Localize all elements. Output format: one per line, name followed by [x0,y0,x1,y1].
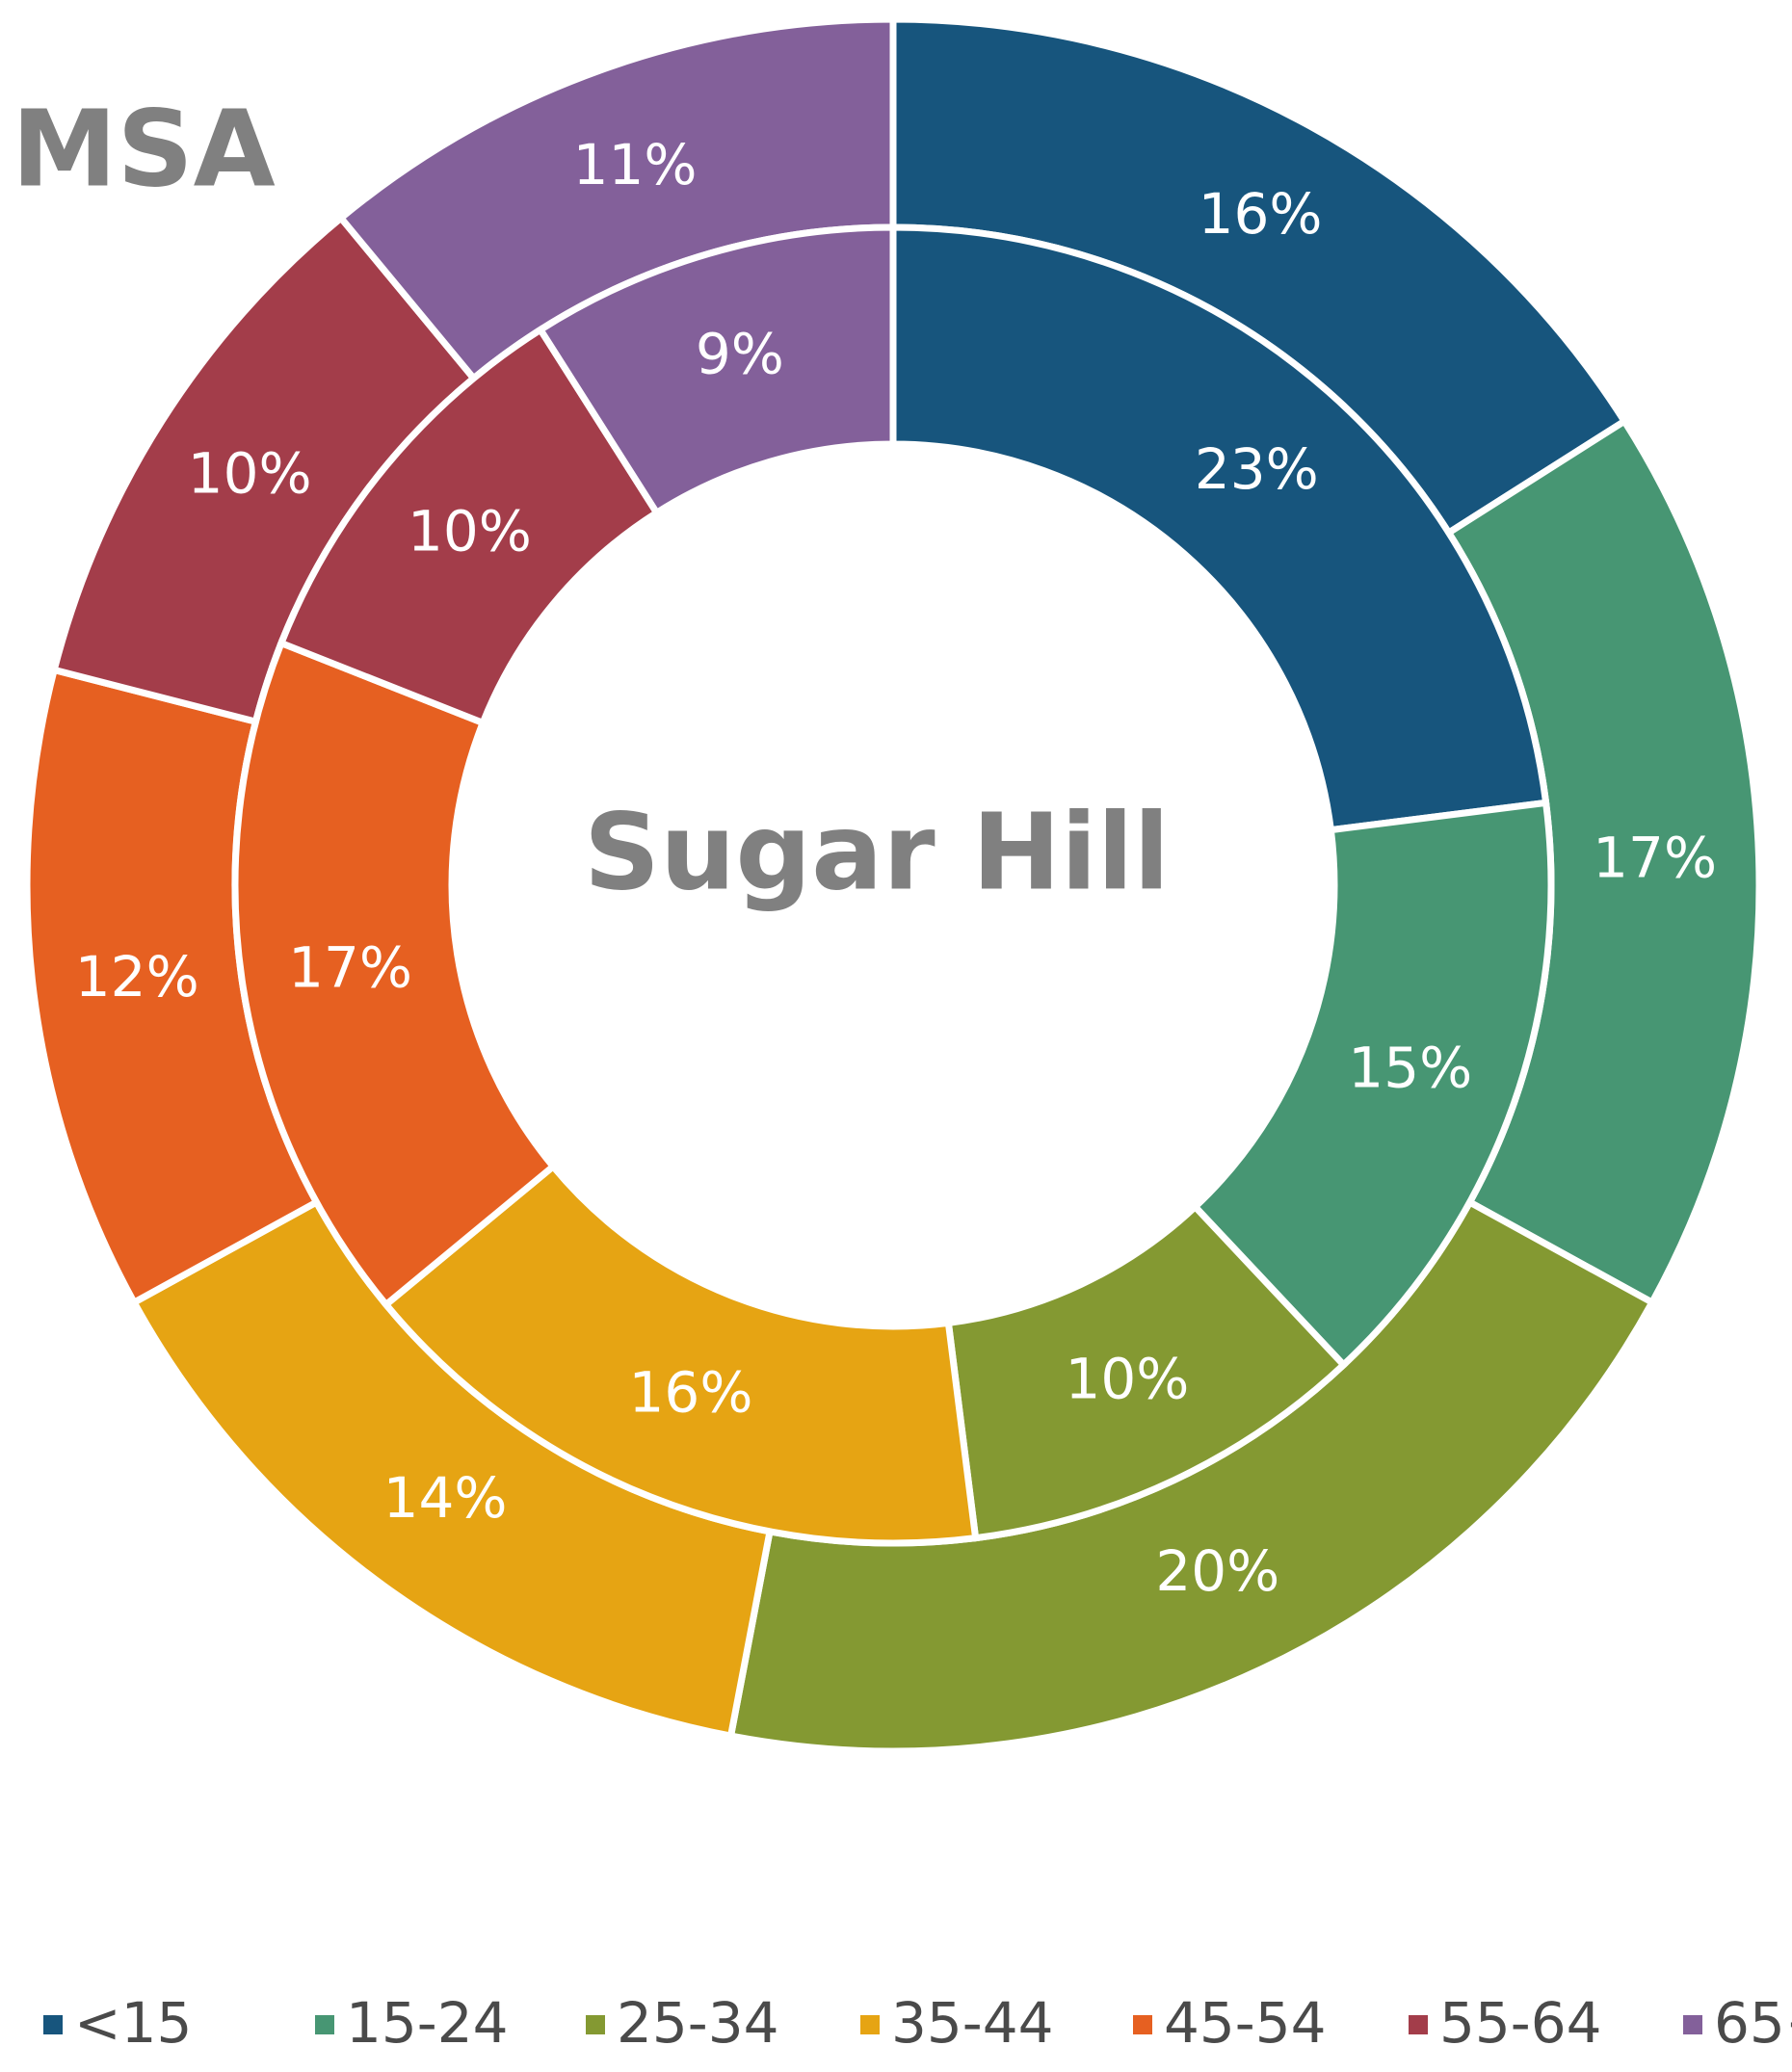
value-label: 20% [1155,1538,1279,1604]
legend-label: 35-44 [891,1990,1054,2056]
legend-label: 15-24 [346,1990,509,2056]
segment [231,639,559,1310]
value-label: 10% [188,440,312,506]
value-label: 11% [573,132,698,197]
legend-swatch [586,2015,605,2034]
inner-ring-label: Sugar Hill [584,790,1170,913]
outer-ring-label: MSA [12,87,276,210]
value-label: 12% [75,944,199,1010]
value-label: 17% [1593,825,1717,890]
segment [536,223,897,518]
value-label: 10% [408,498,532,564]
segment [1190,799,1555,1370]
legend-swatch [1409,2015,1428,2034]
legend-label: 45-54 [1164,1990,1327,2056]
legend-label: 65+ [1714,1990,1792,2056]
legend-swatch [1683,2015,1702,2034]
value-label: 16% [629,1360,753,1426]
value-label: 15% [1348,1035,1472,1100]
segment [889,223,1550,834]
legend-label: 25-34 [617,1990,779,2056]
legend-label: 55-64 [1439,1990,1602,2056]
legend-swatch [43,2015,63,2034]
value-label: 14% [383,1465,508,1531]
segment [381,1162,980,1547]
legend-swatch [860,2015,880,2034]
value-label: 16% [1199,181,1323,247]
value-label: 17% [288,934,412,1000]
value-label: 9% [696,321,784,386]
value-label: 23% [1195,436,1319,502]
legend-swatch [1133,2015,1152,2034]
legend-swatch [315,2015,334,2034]
legend-label: <15 [74,1990,192,2056]
value-label: 10% [1065,1346,1189,1411]
